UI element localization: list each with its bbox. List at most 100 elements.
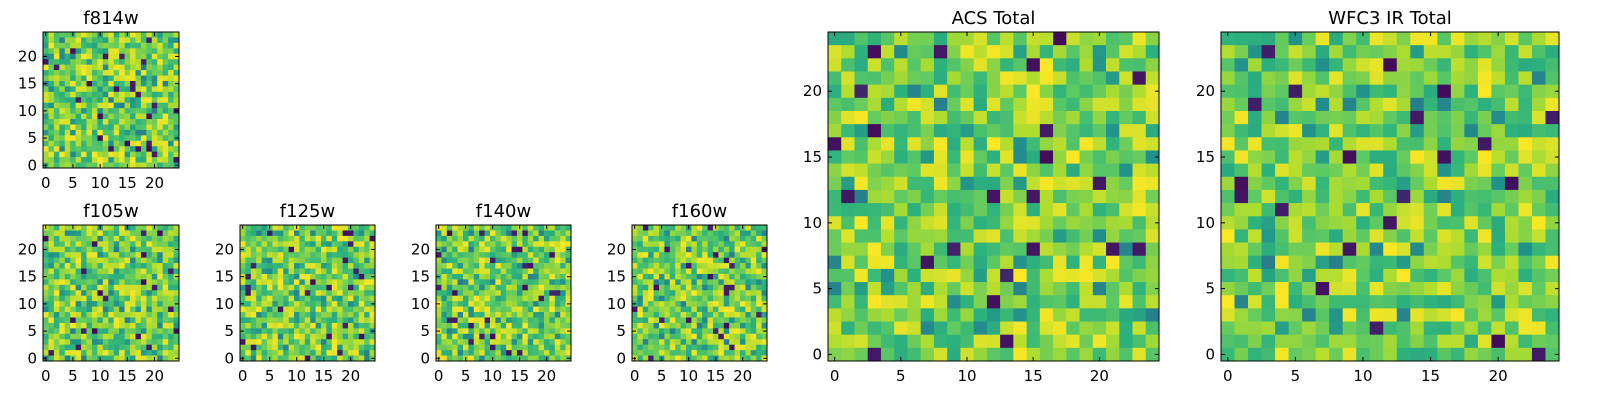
heatmap-cell [947, 203, 961, 217]
heatmap-cell [245, 355, 252, 362]
heatmap-cell [353, 312, 360, 318]
heatmap-cell [315, 317, 322, 324]
heatmap-cell [64, 317, 71, 324]
heatmap-cell [1545, 84, 1560, 99]
heatmap-cell [880, 97, 895, 112]
heatmap-cell [283, 328, 289, 335]
heatmap-cell [729, 263, 735, 269]
heatmap-cell [1410, 216, 1425, 230]
heatmap-cell [907, 255, 922, 270]
heatmap-cell [517, 263, 523, 269]
heatmap-cell [457, 290, 464, 297]
heatmap-cell [1079, 150, 1094, 164]
heatmap-cell [1410, 137, 1425, 151]
heatmap-cell [538, 252, 545, 258]
heatmap-cell [277, 350, 284, 356]
heatmap-cell [1132, 242, 1147, 257]
heatmap-cell [549, 241, 556, 248]
heatmap-cell [1275, 282, 1289, 296]
heatmap-cell [326, 301, 333, 307]
heatmap-cell [544, 290, 550, 297]
heatmap-cell [1396, 216, 1411, 230]
heatmap-cell [713, 252, 719, 258]
heatmap-cell [358, 241, 365, 248]
heatmap-cells [632, 225, 768, 362]
heatmap-cell [173, 157, 180, 163]
heatmap-cell [108, 339, 115, 346]
heatmap-cell [1518, 32, 1533, 46]
heatmap-cell [659, 306, 665, 313]
heatmap-cell [140, 235, 147, 242]
heatmap-cell [841, 282, 855, 296]
heatmap-cell [533, 252, 539, 258]
heatmap-cell [146, 284, 153, 291]
heatmap-cell [986, 97, 1001, 112]
heatmap-cell [1000, 71, 1014, 85]
heatmap-cell [48, 344, 55, 351]
heatmap-cell [463, 312, 469, 318]
heatmap-cell [686, 317, 692, 324]
heatmap-cell [173, 290, 180, 297]
heatmap-cell [1315, 268, 1330, 283]
heatmap-cell [331, 241, 338, 248]
heatmap-cell [157, 235, 164, 242]
heatmap-cell [446, 273, 453, 280]
heatmap-cell [841, 58, 855, 72]
heatmap-cell [468, 252, 475, 258]
heatmap-cell [522, 328, 529, 335]
heatmap-cell [102, 273, 109, 280]
heatmap-cell [973, 229, 988, 243]
heatmap-cell [294, 246, 300, 253]
heatmap-cell [369, 225, 376, 231]
heatmap-cell [75, 290, 82, 297]
heatmap-cell [326, 230, 333, 237]
heatmap-cell [1053, 216, 1067, 230]
heatmap-cell [53, 306, 60, 313]
heatmap-cell [490, 235, 496, 242]
heatmap-cell [1437, 71, 1452, 85]
heatmap-cell [135, 91, 142, 98]
heatmap-cell [256, 328, 262, 335]
heatmap-cell [436, 241, 442, 248]
heatmap-cell [933, 150, 948, 164]
heatmap-cell [867, 255, 882, 270]
heatmap-cell [315, 268, 322, 275]
heatmap-cell [653, 290, 660, 297]
heatmap-cell [86, 70, 93, 76]
heatmap-cell [522, 263, 529, 269]
heatmap-cell [446, 230, 453, 237]
heatmap-cell [549, 257, 556, 264]
heatmap-cell [91, 225, 98, 231]
heatmap-cell [1491, 321, 1506, 336]
heatmap-cell [53, 257, 60, 264]
heatmap-cell [250, 252, 257, 258]
heatmap-cell [140, 135, 147, 142]
heatmap-cell [463, 246, 469, 253]
heatmap-cell [533, 301, 539, 307]
heatmap-cell [907, 150, 922, 164]
heatmap-cell [533, 322, 539, 329]
heatmap-cell [342, 235, 349, 242]
heatmap-cell [162, 246, 169, 253]
heatmap-cell [1132, 163, 1147, 178]
heatmap-cell [321, 290, 327, 297]
heatmap-cell [659, 344, 665, 351]
heatmap-cell [272, 322, 279, 329]
heatmap-cell [1248, 229, 1262, 243]
heatmap-cell [304, 268, 311, 275]
heatmap-cell [713, 312, 719, 318]
heatmap-cell [1423, 334, 1438, 349]
heatmap-cell [256, 246, 262, 253]
heatmap-cell [299, 301, 306, 307]
heatmap-cell [484, 268, 491, 275]
heatmap-cell [1221, 334, 1235, 349]
heatmap-cell [490, 350, 496, 356]
heatmap-cell [310, 317, 316, 324]
heatmap-cell [140, 268, 147, 275]
heatmap-cell [723, 328, 730, 335]
heatmap-cell [1106, 163, 1120, 178]
heatmap-cell [947, 282, 961, 296]
heatmap-cell [729, 328, 735, 335]
heatmap-cell [369, 257, 376, 264]
heatmap-cell [97, 113, 104, 120]
